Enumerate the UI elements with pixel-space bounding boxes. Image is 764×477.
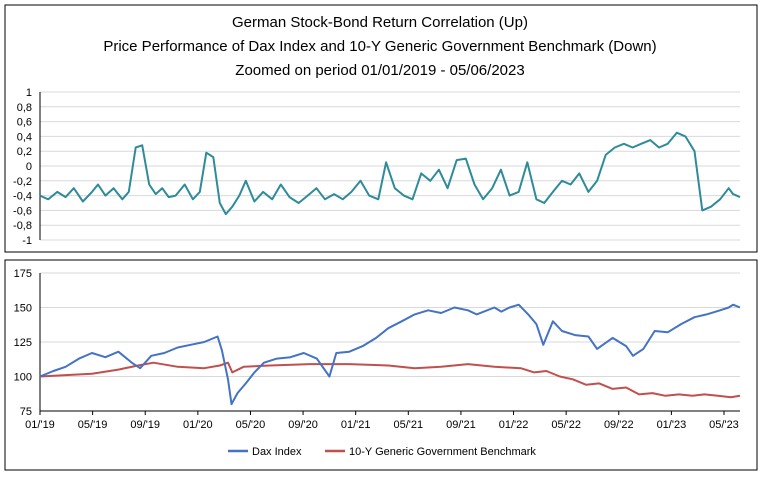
top-panel-gridlines	[40, 91, 740, 241]
top-y-tick-label: -1	[22, 235, 32, 247]
bottom-x-tick-label: 01/'21	[341, 419, 371, 431]
bottom-x-tick-label: 01/'23	[657, 419, 687, 431]
bottom-x-tick-label: 05/'19	[78, 419, 108, 431]
bottom-x-tick-label: 09/'19	[130, 419, 160, 431]
top-y-tick-label: -0,2	[13, 176, 32, 188]
top-y-tick-label: -0,8	[13, 220, 32, 232]
chart-title-line-1: German Stock-Bond Return Correlation (Up…	[232, 14, 528, 31]
chart-title-line-2: Price Performance of Dax Index and 10-Y …	[103, 38, 656, 55]
bottom-x-tick-label: 01/'19	[25, 419, 55, 431]
top-y-tick-label: 1	[26, 87, 32, 99]
correlation-series-line	[39, 131, 741, 216]
bottom-y-tick-label: 75	[20, 406, 32, 418]
bottom-panel-x-tick-labels: 01/'19 05/'19 09/'19 01/'20 05/'20 09/'20 01/'…	[25, 419, 739, 431]
bottom-y-tick-label: 150	[14, 303, 32, 315]
legend-label-10y-benchmark: 10-Y Generic Government Benchmark	[349, 446, 536, 458]
bottom-x-tick-label: 09/'20	[288, 419, 318, 431]
bottom-panel-axis	[39, 273, 740, 415]
bottom-y-tick-label: 100	[14, 372, 32, 384]
bottom-x-tick-label: 05/'20	[236, 419, 266, 431]
bottom-y-tick-label: 175	[14, 268, 32, 280]
top-y-tick-label: -0,4	[13, 191, 32, 203]
bottom-x-tick-label: 05/'21	[393, 419, 423, 431]
bottom-x-tick-label: 05/'23	[709, 419, 739, 431]
bottom-x-tick-label: 09/'21	[446, 419, 476, 431]
bottom-panel-y-tick-labels: 75 100 125 150 175	[14, 268, 32, 418]
top-y-tick-label: -0,6	[13, 205, 32, 217]
chart-title-line-3: Zoomed on period 01/01/2019 - 05/06/2023	[235, 62, 524, 79]
top-panel-series	[39, 131, 741, 216]
top-y-tick-label: 0,8	[17, 102, 32, 114]
top-y-tick-label: 0,2	[17, 146, 32, 158]
dax-index-series-line	[39, 303, 741, 406]
bottom-x-tick-label: 05/'22	[551, 419, 581, 431]
top-y-tick-label: 0,4	[17, 131, 32, 143]
bottom-y-tick-label: 125	[14, 337, 32, 349]
bottom-x-tick-label: 01/'20	[183, 419, 213, 431]
top-panel-y-tick-labels: 1 0,8 0,6 0,4 0,2 0 -0,2 -0,4 -0,6 -0,8 -1	[13, 87, 32, 247]
top-y-tick-label: 0	[26, 161, 32, 173]
legend: Dax Index 10-Y Generic Government Benchm…	[228, 446, 536, 458]
top-y-tick-label: 0,6	[17, 117, 32, 129]
benchmark-series-line	[39, 361, 741, 399]
bottom-panel-series	[39, 303, 741, 406]
bottom-x-tick-label: 09/'22	[604, 419, 634, 431]
bottom-x-tick-label: 01/'22	[499, 419, 529, 431]
legend-label-dax-index: Dax Index	[252, 446, 302, 458]
